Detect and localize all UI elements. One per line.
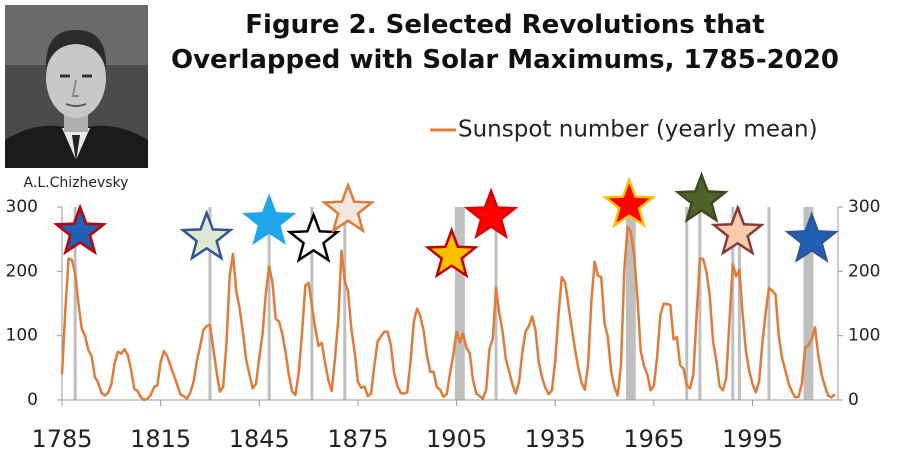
y2-tick-label: 100 [848, 326, 880, 346]
revolution-star [602, 176, 657, 229]
x-tick-label: 1935 [525, 425, 586, 453]
y2-tick-label: 300 [848, 197, 880, 217]
revolution-star [710, 204, 765, 256]
x-tick-label: 1875 [327, 425, 388, 453]
chart-title: Figure 2. Selected Revolutions that Over… [170, 10, 840, 75]
revolution-marker [698, 207, 702, 400]
x-tick-label: 1845 [229, 425, 290, 453]
revolution-marker [73, 207, 77, 400]
portrait-caption: A.L.Chizhevsky [24, 175, 129, 191]
x-tick-label: 1905 [426, 425, 487, 453]
revolution-star [424, 226, 479, 279]
revolution-marker [685, 207, 689, 400]
revolution-star [241, 193, 297, 245]
revolution-star [463, 187, 519, 240]
revolution-marker [803, 207, 814, 400]
revolution-marker [208, 207, 212, 400]
revolution-marker [737, 207, 741, 400]
x-tick-label: 1785 [31, 425, 92, 453]
y2-tick-label: 0 [848, 390, 859, 410]
revolution-marker [343, 207, 347, 400]
revolution-star [784, 211, 839, 263]
revolution-marker [767, 207, 771, 400]
revolution-star [674, 171, 729, 224]
y-tick-label: 200 [6, 261, 38, 281]
x-tick-label: 1965 [623, 425, 684, 453]
revolution-marker [454, 207, 465, 400]
revolution-star [320, 181, 376, 234]
y-tick-label: 100 [6, 326, 38, 346]
revolution-star [52, 203, 108, 256]
sunspot-line [60, 225, 836, 402]
revolution-marker [625, 207, 636, 400]
y-tick-label: 300 [6, 197, 38, 217]
legend-label: Sunspot number (yearly mean) [458, 117, 818, 143]
x-tick-label: 1995 [722, 425, 783, 453]
y2-tick-label: 200 [848, 261, 880, 281]
revolution-star [286, 211, 341, 263]
portrait [5, 5, 148, 168]
x-tick-label: 1815 [130, 425, 191, 453]
revolution-marker [267, 207, 271, 400]
revolution-star [179, 209, 234, 261]
revolution-marker [731, 207, 735, 400]
y-tick-label: 0 [27, 390, 38, 410]
